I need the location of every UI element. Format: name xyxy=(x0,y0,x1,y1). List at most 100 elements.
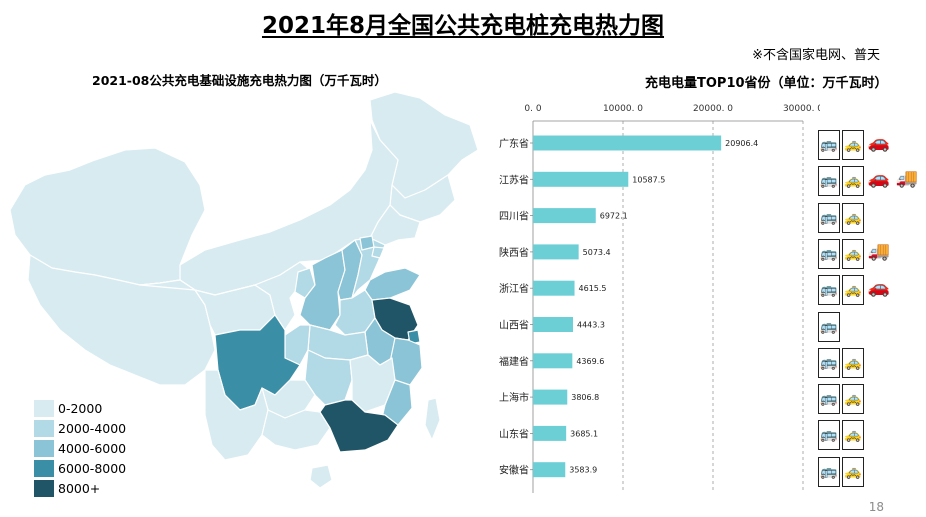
value-label: 4369.6 xyxy=(576,357,604,366)
legend-label: 2000-4000 xyxy=(58,420,127,436)
vehicle-icon-row: 🚌 🚕 🚗 🚚 xyxy=(818,166,920,197)
bar xyxy=(533,244,579,260)
taxi-icon: 🚕 xyxy=(842,130,864,160)
legend-label: 8000+ xyxy=(58,480,101,496)
value-label: 5073.4 xyxy=(583,248,611,257)
value-label: 4615.5 xyxy=(579,284,607,293)
taxi-icon: 🚕 xyxy=(842,384,864,415)
car-icon: 🚗 xyxy=(867,132,891,153)
value-label: 20906.4 xyxy=(725,139,758,148)
legend-item: 0-2000 xyxy=(34,398,126,418)
category-label: 陕西省 xyxy=(499,246,529,259)
vehicle-icon-row: 🚌 🚕 xyxy=(818,420,864,451)
china-heat-map xyxy=(9,91,479,489)
bus-icon: 🚌 xyxy=(818,238,840,269)
value-label: 10587.5 xyxy=(632,175,665,184)
vehicle-icon-row: 🚌 🚕 🚗 xyxy=(818,130,892,160)
province-guangdong xyxy=(319,399,399,453)
bus-icon: 🚌 xyxy=(818,456,840,487)
legend-swatch xyxy=(34,419,54,437)
vehicle-icon-row: 🚌 🚕 xyxy=(818,456,864,487)
car-icon: 🚗 xyxy=(867,168,891,190)
bar-chart: 0. 0 10000. 0 20000. 0 30000. 0 广东省 20906.4 江苏… xyxy=(499,104,820,493)
legend-swatch xyxy=(34,439,54,457)
legend-label: 6000-8000 xyxy=(58,460,127,476)
bus-icon: 🚌 xyxy=(818,384,840,415)
legend-item: 6000-8000 xyxy=(34,458,126,478)
x-tick-label: 30000. 0 xyxy=(783,104,820,114)
legend-label: 4000-6000 xyxy=(58,440,127,456)
category-label: 山东省 xyxy=(499,427,529,440)
bar xyxy=(533,317,573,332)
category-label: 福建省 xyxy=(499,355,529,368)
x-tick-label: 10000. 0 xyxy=(603,104,643,114)
legend-swatch xyxy=(34,479,54,497)
taxi-icon: 🚕 xyxy=(842,202,864,233)
taxi-icon: 🚕 xyxy=(842,420,864,451)
bar xyxy=(533,135,722,151)
bus-icon: 🚌 xyxy=(818,275,840,306)
bar xyxy=(533,425,567,441)
bus-icon: 🚌 xyxy=(818,166,840,197)
bar xyxy=(533,280,575,296)
taxi-icon: 🚕 xyxy=(842,238,864,269)
taxi-icon: 🚕 xyxy=(842,166,864,197)
province-beijing xyxy=(359,235,375,251)
legend-swatch xyxy=(34,459,54,477)
legend-swatch xyxy=(34,399,54,417)
bar xyxy=(533,208,596,224)
vehicle-icon-row: 🚌 🚕 🚚 xyxy=(818,238,892,269)
category-label: 安徽省 xyxy=(499,464,529,477)
bar xyxy=(533,353,573,369)
taxi-icon: 🚕 xyxy=(842,456,864,487)
bar xyxy=(533,171,629,187)
value-label: 6972.1 xyxy=(600,212,628,221)
category-label: 上海市 xyxy=(499,391,529,404)
legend-item: 2000-4000 xyxy=(34,418,126,438)
province-shaanxi xyxy=(299,249,346,331)
vehicle-icon-row: 🚌 🚕 xyxy=(818,384,864,415)
category-label: 浙江省 xyxy=(499,282,529,295)
province-guangxi xyxy=(261,409,331,451)
page-number: 18 xyxy=(868,500,884,514)
value-label: 3806.8 xyxy=(571,393,599,402)
legend-item: 4000-6000 xyxy=(34,438,126,458)
category-label: 山西省 xyxy=(499,319,529,332)
category-label: 广东省 xyxy=(499,137,529,150)
legend-item: 8000+ xyxy=(34,478,126,498)
x-tick-label: 0. 0 xyxy=(524,104,541,114)
legend-label: 0-2000 xyxy=(58,400,103,416)
footnote: ※不含国家电网、普天 xyxy=(752,48,880,63)
province-gansu xyxy=(234,261,311,331)
value-label: 3583.9 xyxy=(569,466,597,475)
slide-title: 2021年8月全国公共充电桩充电热力图 xyxy=(261,13,665,39)
bar-chart-title: 充电电量TOP10省份（单位：万千瓦时） xyxy=(645,76,888,91)
vehicle-icon-row: 🚌 🚕 xyxy=(818,202,864,233)
province-taiwan xyxy=(424,397,441,441)
bus-icon: 🚌 xyxy=(818,130,840,160)
bus-icon: 🚌 xyxy=(818,347,840,378)
map-title: 2021-08公共充电基础设施充电热力图（万千瓦时） xyxy=(92,73,387,88)
truck-icon: 🚚 xyxy=(895,168,919,190)
value-label: 4443.3 xyxy=(577,321,605,330)
truck-icon: 🚚 xyxy=(867,240,891,262)
province-hainan xyxy=(309,464,333,489)
bar xyxy=(533,462,566,478)
province-chongqing xyxy=(284,324,311,366)
car-icon: 🚗 xyxy=(867,277,891,299)
value-label: 3685.1 xyxy=(570,429,598,438)
category-label: 四川省 xyxy=(499,210,529,223)
bar xyxy=(533,389,568,405)
bus-icon: 🚌 xyxy=(818,202,840,233)
taxi-icon: 🚕 xyxy=(842,275,864,306)
vehicle-icon-row: 🚌 🚕 🚗 xyxy=(818,275,892,306)
category-label: 江苏省 xyxy=(499,173,529,186)
x-tick-label: 20000. 0 xyxy=(693,104,733,114)
bus-icon: 🚌 xyxy=(818,311,840,342)
vehicle-icon-row: 🚌 🚕 xyxy=(818,347,864,378)
map-legend: 0-2000 2000-4000 4000-6000 6000-8000 800… xyxy=(34,398,126,498)
vehicle-icon-row: 🚌 xyxy=(818,311,840,342)
province-tianjin xyxy=(371,246,385,259)
bus-icon: 🚌 xyxy=(818,420,840,451)
taxi-icon: 🚕 xyxy=(842,347,864,378)
